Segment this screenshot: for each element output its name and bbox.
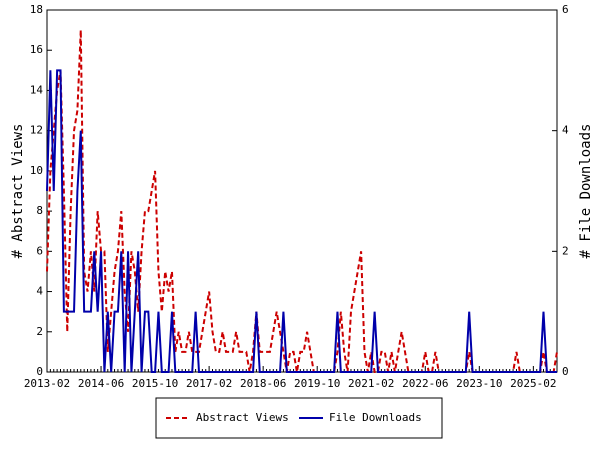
y2-tick-label: 0 xyxy=(562,365,569,378)
x-tick-label: 2025-02 xyxy=(510,377,556,390)
y-tick-label: 0 xyxy=(36,365,43,378)
x-tick-label: 2021-02 xyxy=(348,377,394,390)
x-tick-label: 2023-10 xyxy=(456,377,502,390)
x-tick-label: 2019-10 xyxy=(294,377,340,390)
legend-label: Abstract Views xyxy=(196,411,289,424)
y-tick-label: 18 xyxy=(30,3,43,16)
y-axis-label: # Abstract Views xyxy=(10,124,26,259)
y-tick-label: 8 xyxy=(36,204,43,217)
y-tick-label: 2 xyxy=(36,325,43,338)
x-tick-label: 2017-02 xyxy=(186,377,232,390)
y2-tick-label: 6 xyxy=(562,3,569,16)
y2-tick-label: 2 xyxy=(562,244,569,257)
y-tick-label: 12 xyxy=(30,124,43,137)
y2-axis-label: # File Downloads xyxy=(578,124,594,259)
y-tick-label: 16 xyxy=(30,43,43,56)
y2-tick-label: 4 xyxy=(562,124,569,137)
x-tick-label: 2022-06 xyxy=(402,377,448,390)
x-tick-label: 2015-10 xyxy=(132,377,178,390)
x-tick-label: 2014-06 xyxy=(78,377,124,390)
y-tick-label: 6 xyxy=(36,244,43,257)
legend-label: File Downloads xyxy=(329,411,422,424)
y-tick-label: 10 xyxy=(30,164,43,177)
x-tick-label: 2018-06 xyxy=(240,377,286,390)
y-tick-label: 4 xyxy=(36,285,43,298)
x-tick-label: 2013-02 xyxy=(24,377,70,390)
y-tick-label: 14 xyxy=(30,83,44,96)
data-line xyxy=(46,69,557,373)
